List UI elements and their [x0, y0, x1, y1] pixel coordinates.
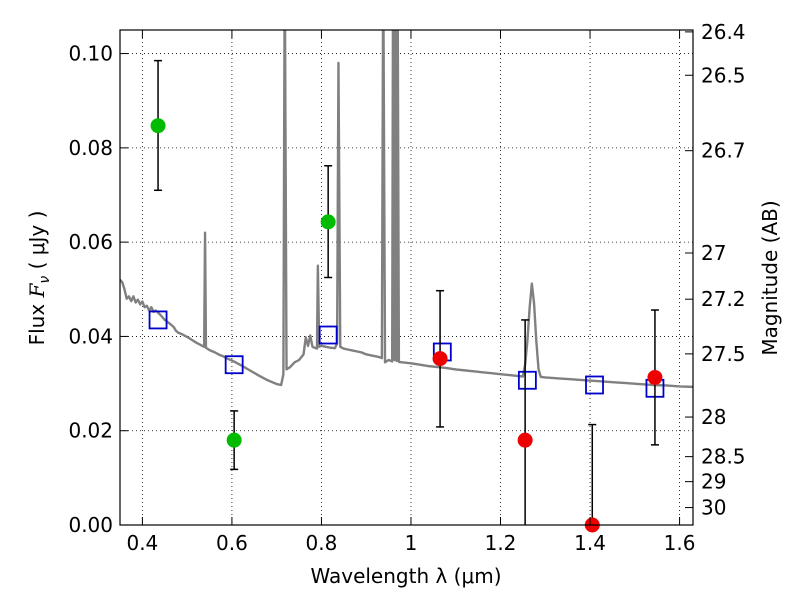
mag-tick-label: 26.4	[701, 20, 746, 44]
x-tick-label: 1.2	[485, 531, 517, 555]
model-photometry-square	[224, 355, 244, 375]
x-tick-label: 0.8	[306, 531, 338, 555]
y-axis-label-subscript: ν	[37, 276, 53, 284]
mag-tick-label: 29	[701, 470, 726, 494]
model-sed-line	[120, 30, 693, 389]
observation-marker	[150, 118, 166, 134]
observation-marker	[320, 214, 336, 230]
observation-marker	[432, 351, 448, 367]
observation-marker	[517, 432, 533, 448]
observation-point	[432, 289, 448, 428]
observation-point	[647, 309, 663, 446]
y-axis-label-prefix: Flux	[25, 297, 49, 345]
model-photometry-square	[318, 325, 338, 345]
observation-point	[517, 319, 533, 525]
y-tick-label: 0.08	[68, 136, 113, 160]
observation-marker	[647, 369, 663, 385]
y-axis-label-symbol: F	[25, 282, 49, 298]
x-tick-label: 1.6	[664, 531, 696, 555]
mag-tick-label: 28	[701, 405, 726, 429]
x-tick-label: 0.4	[126, 531, 158, 555]
y-axis-label-suffix: ( μJy )	[25, 211, 49, 276]
plot-background	[120, 30, 693, 525]
y-tick-label: 0.04	[68, 324, 113, 348]
observation-marker	[226, 432, 242, 448]
x-tick-label: 1.4	[574, 531, 606, 555]
mag-tick-label: 28.5	[701, 445, 746, 469]
mag-tick-label: 27.5	[701, 342, 746, 366]
y-tick-label: 0.02	[68, 419, 113, 443]
plot-frame	[119, 29, 694, 526]
y-tick-label: 0.00	[68, 513, 113, 537]
observation-point	[226, 410, 242, 471]
x-axis-label: Wavelength λ (μm)	[310, 564, 501, 588]
marker-layer	[148, 59, 665, 533]
model-photometry-square	[585, 375, 604, 395]
mag-tick-label: 27.2	[701, 287, 746, 311]
ticks: 0.4 0.6 0.8 1 1.2 1.4 1.6 0.00 0.02 0.04 0.06 0.08 0…	[68, 20, 745, 555]
y-axis-label: Flux Fν ( μJy )	[25, 211, 53, 346]
model-photometry-square	[517, 370, 537, 390]
mag-tick-label: 26.5	[701, 63, 746, 87]
model-photometry-square	[148, 310, 168, 330]
observation-point	[150, 59, 166, 192]
mag-tick-label: 30	[701, 496, 726, 520]
observation-point	[320, 165, 336, 279]
mag-tick-label: 27	[701, 241, 726, 265]
x-tick-label: 0.6	[216, 531, 248, 555]
mag-tick-label: 26.7	[701, 139, 746, 163]
y2-axis-label: Magnitude (AB)	[758, 200, 782, 355]
y-tick-label: 0.10	[68, 42, 113, 66]
y-tick-label: 0.06	[68, 230, 113, 254]
x-tick-label: 1	[405, 531, 418, 555]
series-layer	[120, 30, 693, 389]
